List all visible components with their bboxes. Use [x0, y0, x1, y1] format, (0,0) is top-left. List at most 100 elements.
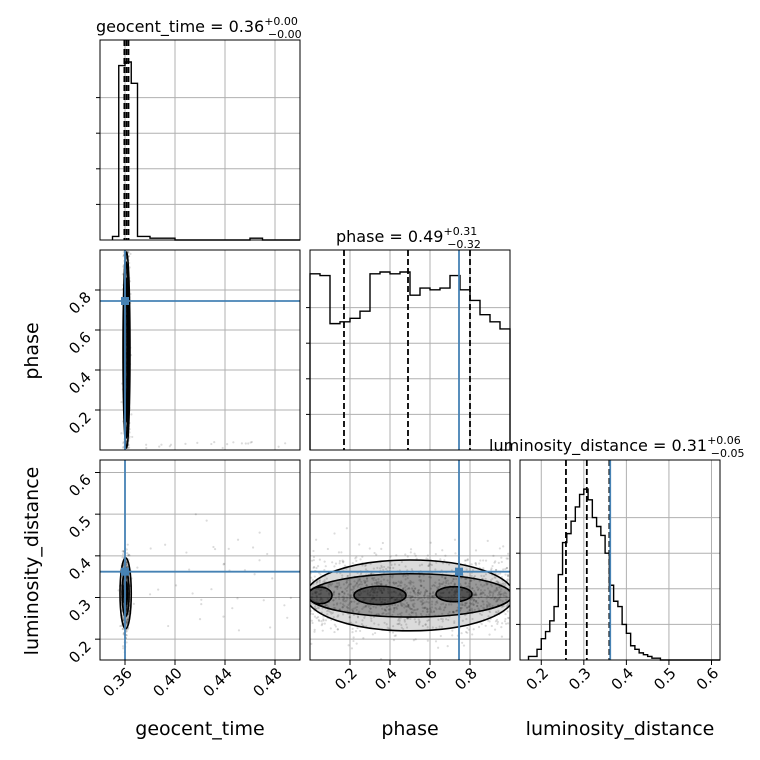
- luminosity_distance_vs_phase-point-845: [473, 608, 476, 611]
- luminosity_distance_vs_phase-point-569: [495, 587, 498, 590]
- luminosity_distance_vs_phase-point-765: [497, 611, 500, 614]
- luminosity_distance_vs_phase-point-463: [402, 587, 405, 591]
- luminosity_distance_vs_phase-point-1320: [506, 578, 509, 581]
- luminosity_distance_vs_geocent_time-point-688: [126, 543, 129, 546]
- luminosity_distance_vs_phase-point-823: [380, 547, 383, 550]
- luminosity_distance_vs_geocent_time-point-51: [125, 561, 128, 564]
- luminosity_distance_vs_geocent_time-point-722: [194, 513, 197, 516]
- luminosity_distance_vs_phase-point-29: [476, 588, 480, 592]
- luminosity_distance_vs_phase-point-1319: [407, 605, 410, 608]
- luminosity_distance_vs_phase-point-762: [478, 612, 482, 615]
- luminosity_distance_vs_phase-point-158: [317, 593, 321, 596]
- luminosity_distance_vs_phase-point-46: [372, 605, 375, 608]
- luminosity_distance_vs_geocent_time-point-712: [222, 563, 225, 566]
- luminosity_distance_vs_phase-point-289: [447, 598, 450, 601]
- luminosity_distance_vs_phase-point-281: [352, 610, 355, 613]
- phase_vs_geocent_time-point-105: [129, 252, 132, 255]
- luminosity_distance_vs_phase-point-810: [348, 583, 351, 586]
- luminosity_distance_vs_geocent_time-point-704: [251, 546, 255, 549]
- luminosity_distance_vs_geocent_time-point-611: [125, 619, 128, 622]
- luminosity_distance_vs_phase-point-777: [497, 561, 500, 564]
- luminosity_distance_vs_phase-point-937: [451, 610, 455, 614]
- luminosity_distance_vs_phase-point-286: [455, 598, 458, 601]
- luminosity_distance_vs_phase-point-1145: [484, 559, 488, 562]
- luminosity_distance_vs_phase-point-1001: [477, 607, 480, 610]
- luminosity_distance_vs_phase-point-343: [470, 609, 474, 612]
- luminosity_distance_vs_phase-point-720: [338, 593, 341, 596]
- luminosity_distance_vs_phase-point-993: [444, 581, 448, 585]
- luminosity_distance_vs_phase-point-1167: [453, 595, 456, 598]
- luminosity_distance_vs_phase-point-1185: [410, 568, 413, 571]
- luminosity_distance_vs_phase-point-656: [371, 577, 374, 580]
- luminosity_distance_vs_phase-point-871: [404, 553, 407, 556]
- luminosity_distance_vs_phase-point-833: [347, 593, 350, 596]
- luminosity_distance_vs_phase-point-229: [411, 603, 414, 606]
- luminosity_distance_vs_phase-point-525: [455, 589, 458, 592]
- luminosity_distance_vs_phase-point-1327: [414, 596, 417, 599]
- luminosity_distance_vs_phase-point-353: [381, 541, 384, 545]
- luminosity_distance_vs_phase-point-671: [379, 589, 383, 592]
- luminosity_distance_vs_phase-point-22: [392, 639, 396, 642]
- luminosity_distance_vs_phase-point-545: [470, 579, 473, 583]
- luminosity_distance_vs_phase-point-101: [444, 576, 447, 579]
- luminosity_distance_vs_phase-point-527: [396, 613, 400, 616]
- title-luminosity-distance-main: luminosity_distance = 0.31: [489, 436, 707, 456]
- luminosity_distance_vs_phase-point-1280: [474, 591, 477, 594]
- luminosity_distance_vs_phase-point-897: [421, 602, 425, 605]
- luminosity_distance_vs_phase-point-905: [444, 597, 447, 600]
- luminosity_distance_vs_phase-point-405: [451, 629, 454, 632]
- luminosity_distance_vs_phase-point-1296: [477, 587, 480, 590]
- phase_vs_geocent_time-point-716: [158, 445, 161, 448]
- luminosity_distance_vs_phase-point-1127: [354, 583, 357, 587]
- luminosity_distance_vs_phase-point-995: [426, 610, 429, 614]
- luminosity_distance_vs_phase-point-444: [466, 559, 469, 562]
- luminosity_distance_vs_phase-point-1024: [421, 599, 424, 602]
- luminosity_distance_vs_phase-point-237: [496, 598, 499, 601]
- phase_vs_geocent_time-point-397: [120, 400, 123, 404]
- luminosity_distance_vs_phase-point-560: [474, 549, 478, 552]
- luminosity_distance_vs_phase-point-1037: [325, 577, 328, 580]
- luminosity_distance_vs_geocent_time-point-526: [121, 553, 125, 556]
- luminosity_distance_vs_phase-point-594: [385, 623, 388, 626]
- luminosity_distance_vs_geocent_time-point-120: [122, 616, 125, 620]
- luminosity_distance_vs_phase-point-430: [382, 588, 386, 591]
- luminosity_distance_vs_phase-point-92: [412, 581, 415, 584]
- luminosity_distance_vs_phase-point-789: [468, 582, 471, 585]
- luminosity_distance_vs_phase-point-629: [382, 587, 385, 590]
- luminosity_distance_vs_phase-point-923: [498, 586, 501, 589]
- luminosity_distance_vs_phase-point-223: [321, 622, 324, 625]
- luminosity_distance_vs_geocent_time-point-737: [258, 559, 261, 562]
- luminosity_distance_vs_phase-point-593: [406, 574, 409, 577]
- luminosity_distance_vs_phase-point-1220: [350, 647, 354, 650]
- luminosity_distance_vs_phase-point-1395: [389, 561, 392, 564]
- luminosity_distance_vs_phase-point-582: [412, 589, 416, 592]
- luminosity_distance_vs_geocent_time-point-499: [126, 565, 129, 569]
- luminosity_distance_vs_phase-point-164: [418, 564, 421, 567]
- luminosity_distance_vs_phase-point-1288: [430, 595, 433, 599]
- luminosity_distance_vs_phase-point-193: [331, 582, 334, 586]
- luminosity_distance_vs_phase-point-1343: [339, 572, 342, 575]
- luminosity_distance_vs_phase-point-372: [418, 620, 421, 623]
- luminosity_distance_vs_phase-point-312: [434, 568, 437, 571]
- luminosity_distance_vs_phase-point-138: [372, 567, 375, 570]
- luminosity_distance_vs_phase-point-884: [432, 590, 435, 594]
- luminosity_distance_vs_phase-point-116: [464, 559, 468, 562]
- luminosity_distance_vs_phase-point-830: [426, 619, 429, 622]
- luminosity_distance_vs_phase-point-1373: [375, 581, 379, 584]
- luminosity_distance_vs_phase-point-217: [347, 644, 350, 647]
- luminosity_distance_vs_phase-point-808: [319, 599, 322, 602]
- luminosity_distance_vs_phase-point-150: [396, 604, 400, 607]
- luminosity_distance_vs_phase-point-673: [400, 604, 403, 607]
- luminosity_distance_vs_phase-point-212: [420, 584, 423, 588]
- luminosity_distance_vs_phase-point-1112: [336, 587, 339, 591]
- luminosity_distance_vs_phase-point-1106: [407, 603, 410, 606]
- luminosity_distance_vs_phase-point-1241: [409, 579, 412, 583]
- luminosity_distance_vs_phase-point-1043: [460, 588, 464, 591]
- luminosity_distance_vs_geocent_time-point-717: [148, 593, 152, 596]
- luminosity_distance_vs_phase-point-822: [498, 596, 501, 599]
- luminosity_distance_vs_geocent_time-point-93: [125, 608, 128, 611]
- luminosity_distance_vs_phase-point-1365: [379, 583, 383, 586]
- luminosity_distance_vs_phase-point-145: [333, 591, 336, 594]
- luminosity_distance_vs_phase-point-8: [488, 605, 491, 608]
- luminosity_distance_vs_phase-point-850: [437, 607, 441, 610]
